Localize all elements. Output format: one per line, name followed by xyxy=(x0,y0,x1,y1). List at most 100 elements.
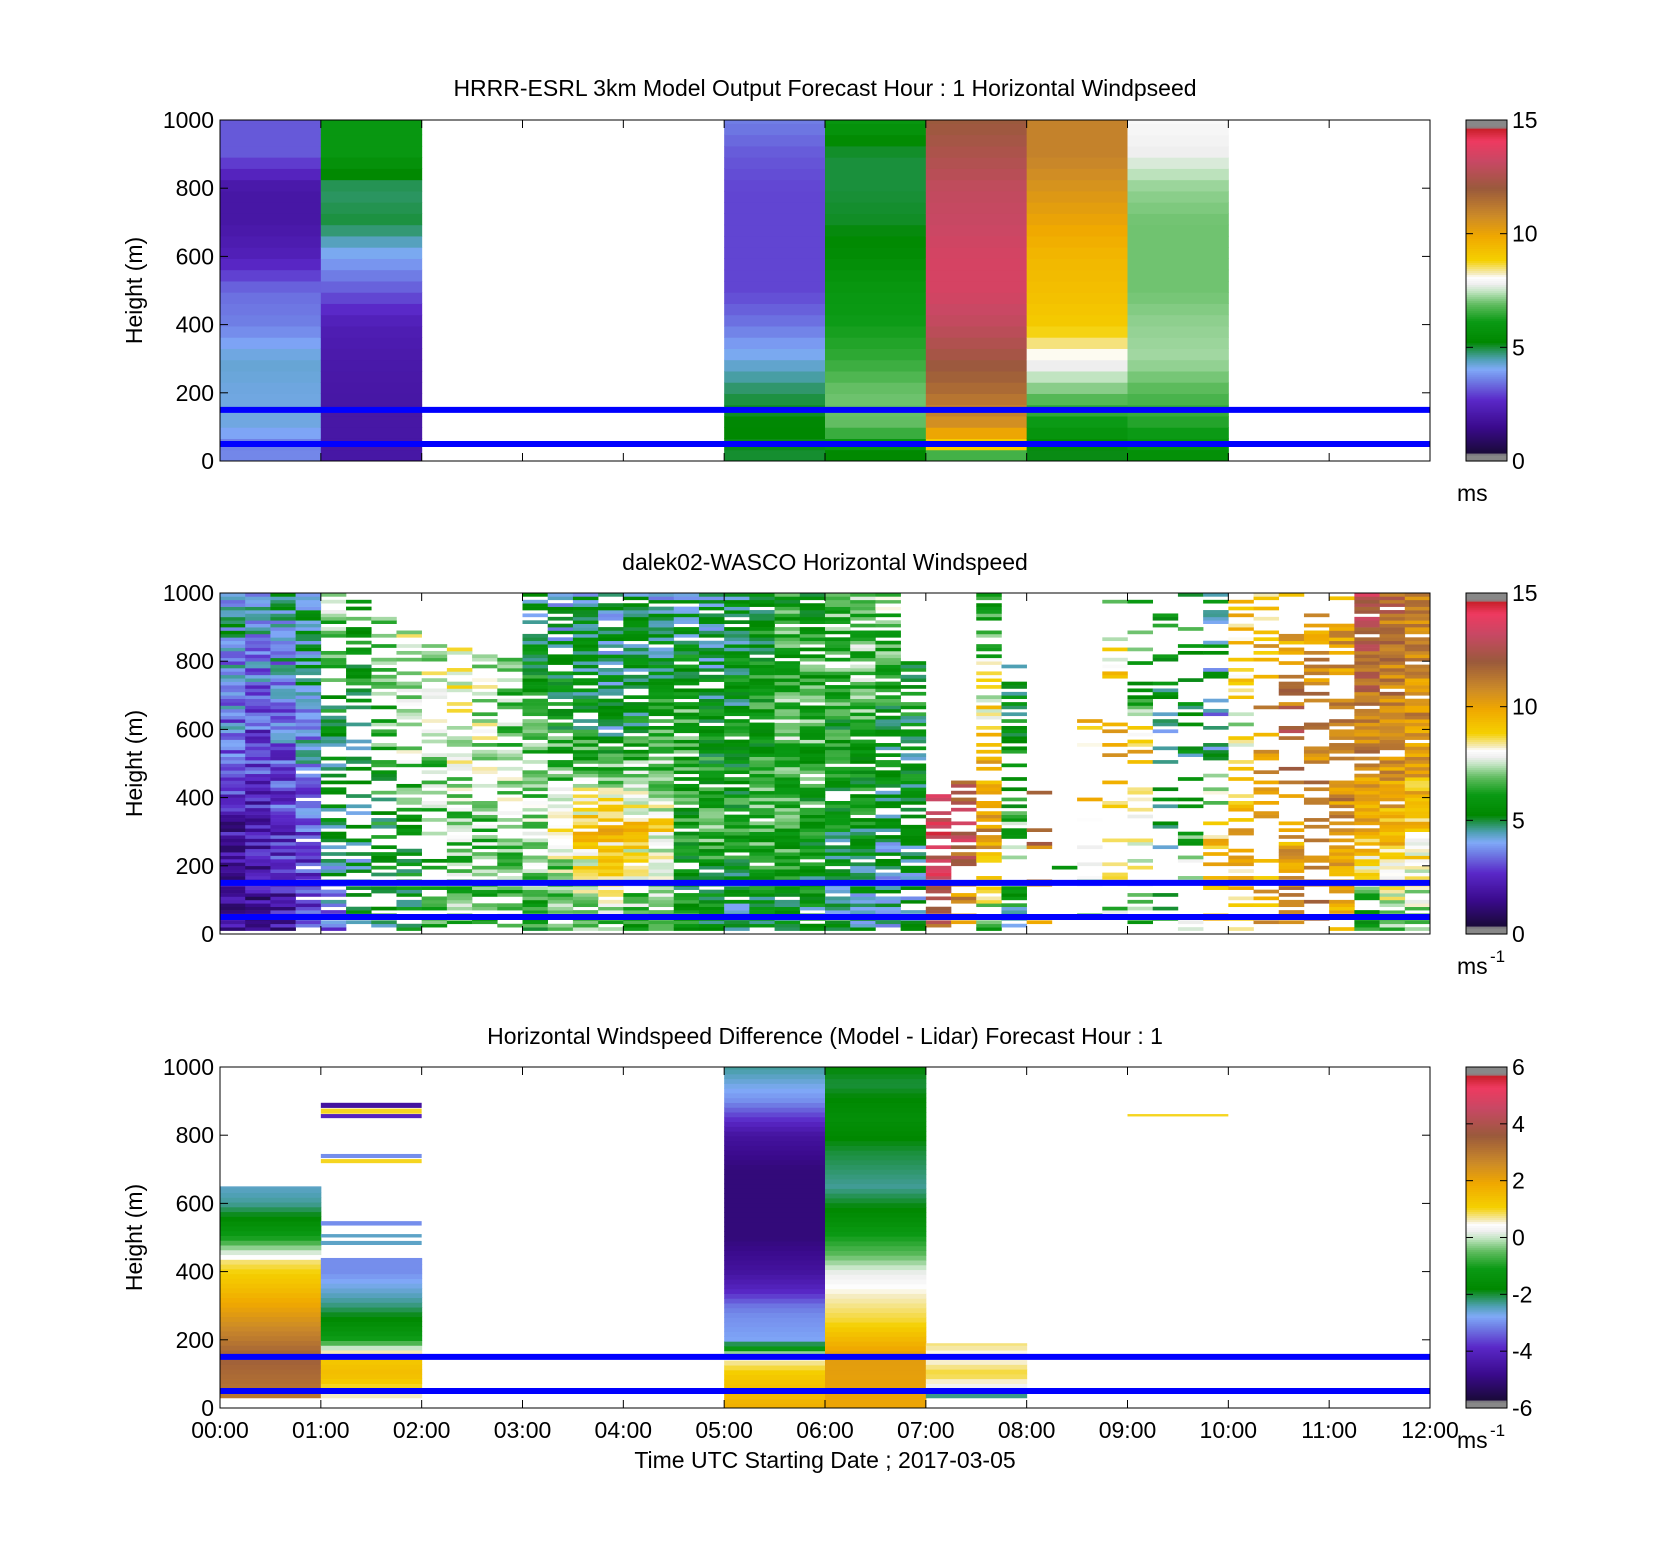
heatmap-cell xyxy=(598,593,624,597)
heatmap-cell xyxy=(245,814,271,819)
heatmap-cell xyxy=(295,855,322,860)
heatmap-cell xyxy=(825,1260,927,1266)
heatmap-cell xyxy=(825,644,851,648)
heatmap-cell xyxy=(1329,623,1355,628)
heatmap-cell xyxy=(270,872,296,877)
heatmap-cell xyxy=(799,852,826,856)
heatmap-cell xyxy=(1203,674,1229,679)
heatmap-cell xyxy=(850,691,876,696)
colorbar-swatch xyxy=(1466,214,1507,217)
heatmap-cell xyxy=(1329,650,1355,655)
heatmap-cell xyxy=(1379,848,1406,853)
heatmap-cell xyxy=(1278,852,1305,856)
heatmap-cell xyxy=(270,678,296,682)
heatmap-cell xyxy=(295,637,322,642)
heatmap-cell xyxy=(522,644,549,648)
heatmap-cell xyxy=(875,835,901,839)
heatmap-cell xyxy=(749,661,775,665)
heatmap-cell xyxy=(774,685,801,689)
heatmap-cell xyxy=(724,1379,826,1385)
heatmap-cell xyxy=(1379,831,1406,836)
heatmap-cell xyxy=(598,753,624,757)
heatmap-cell xyxy=(724,630,750,635)
heatmap-cell xyxy=(673,596,700,601)
heatmap-cell xyxy=(421,732,448,737)
heatmap-cell xyxy=(623,903,649,908)
colorbar-swatch xyxy=(1466,406,1507,410)
heatmap-cell xyxy=(598,705,624,710)
colorbar-swatch xyxy=(1466,382,1507,386)
heatmap-cell xyxy=(976,616,1002,621)
heatmap-cell xyxy=(320,910,347,914)
heatmap-cell xyxy=(1354,852,1380,856)
heatmap-cell xyxy=(320,650,347,655)
heatmap-cell xyxy=(799,872,826,877)
heatmap-cell xyxy=(522,654,549,659)
heatmap-cell xyxy=(799,708,826,713)
heatmap-cell xyxy=(825,732,851,737)
heatmap-cell xyxy=(976,814,1002,819)
heatmap-cell xyxy=(724,681,750,686)
heatmap-cell xyxy=(295,763,322,768)
heatmap-cell xyxy=(547,661,574,665)
heatmap-cell xyxy=(1278,841,1305,846)
heatmap-cell xyxy=(1253,920,1280,925)
heatmap-cell xyxy=(774,855,801,860)
heatmap-cell xyxy=(220,1364,322,1370)
heatmap-cell xyxy=(220,855,246,860)
heatmap-cell xyxy=(522,824,549,829)
heatmap-cell xyxy=(1228,794,1254,798)
heatmap-cell xyxy=(1001,732,1027,737)
heatmap-cell xyxy=(673,760,700,764)
heatmap-cell xyxy=(220,1350,322,1356)
colorbar-swatch xyxy=(1466,709,1507,712)
heatmap-cell xyxy=(1253,756,1280,761)
heatmap-cell xyxy=(320,1292,423,1299)
axis-ticks: 00:00 01:00 02:00 03:00 04:00 05:00 06:00 07:00… xyxy=(163,1054,1459,1443)
heatmap-cell xyxy=(724,303,826,316)
heatmap-cell xyxy=(572,623,599,628)
heatmap-cell xyxy=(1001,903,1027,908)
heatmap-cell xyxy=(648,858,675,863)
heatmap-cell xyxy=(572,647,599,652)
heatmap-cell xyxy=(522,702,549,706)
heatmap-cell xyxy=(346,599,372,604)
heatmap-cell xyxy=(220,719,246,723)
heatmap-cell xyxy=(825,1245,927,1251)
heatmap-cell xyxy=(572,599,599,604)
heatmap-cell xyxy=(623,848,649,853)
heatmap-cell xyxy=(698,613,725,618)
heatmap-cell xyxy=(472,811,498,815)
colorbar-swatch xyxy=(1466,296,1507,300)
heatmap-cell xyxy=(245,770,271,775)
heatmap-cell xyxy=(673,886,700,890)
heatmap-cell xyxy=(623,708,649,713)
heatmap-cell xyxy=(1127,427,1229,439)
heatmap-cell xyxy=(1303,664,1330,669)
heatmap-cell xyxy=(320,1321,423,1327)
heatmap-cell xyxy=(547,899,574,904)
colorbar-swatch xyxy=(1466,248,1507,251)
heatmap-cell xyxy=(1379,841,1406,846)
heatmap-cell xyxy=(1026,258,1128,271)
heatmap-cell xyxy=(623,828,649,832)
heatmap-cell xyxy=(850,725,876,730)
heatmap-cell xyxy=(245,654,271,659)
heatmap-cell xyxy=(623,831,649,836)
heatmap-cell xyxy=(825,145,927,158)
colorbar-swatch xyxy=(1466,853,1507,857)
heatmap-cell xyxy=(547,923,574,928)
heatmap-cell xyxy=(497,811,523,815)
heatmap-cell xyxy=(799,712,826,717)
heatmap-cell xyxy=(1354,640,1380,645)
heatmap-cell xyxy=(1026,427,1128,439)
heatmap-cell xyxy=(799,824,826,829)
colorbar-swatch xyxy=(1466,841,1507,845)
colorbar-swatch xyxy=(1466,1099,1507,1102)
heatmap-cell xyxy=(1253,780,1280,785)
colorbar-tick-label: 0 xyxy=(1512,921,1525,947)
heatmap-cell xyxy=(522,743,549,747)
heatmap-cell xyxy=(547,715,574,720)
colorbar-swatch xyxy=(1466,619,1507,622)
heatmap-cell xyxy=(951,831,977,836)
